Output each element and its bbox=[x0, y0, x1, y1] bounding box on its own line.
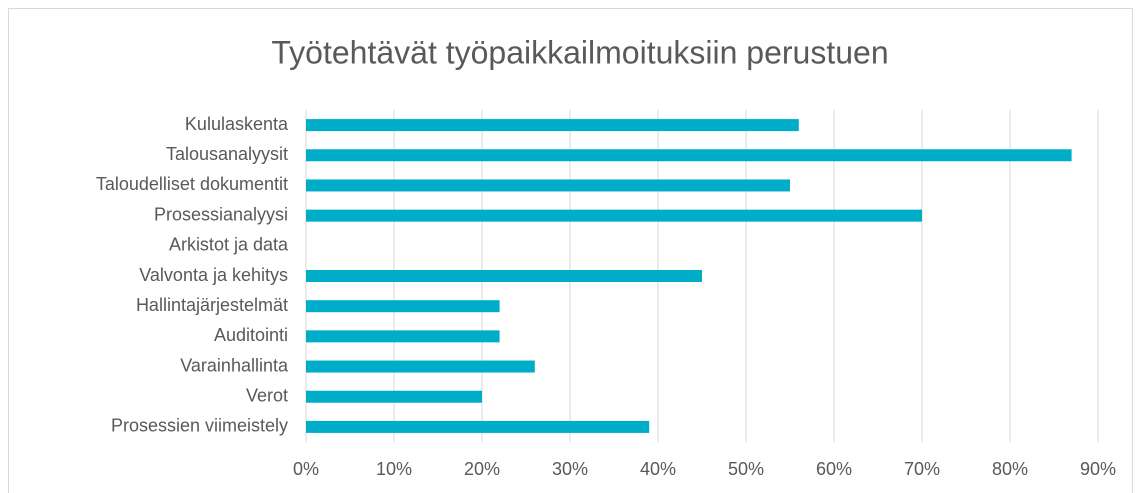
y-tick-label: Verot bbox=[246, 385, 288, 405]
x-tick-label: 30% bbox=[552, 459, 588, 479]
y-tick-label: Kululaskenta bbox=[185, 114, 289, 134]
x-tick-label: 50% bbox=[728, 459, 764, 479]
y-tick-label: Auditointi bbox=[214, 325, 288, 345]
y-tick-label: Varainhallinta bbox=[180, 355, 289, 375]
y-tick-label: Arkistot ja data bbox=[169, 235, 289, 255]
bar bbox=[306, 149, 1072, 162]
bar bbox=[306, 270, 702, 282]
bar bbox=[306, 390, 482, 403]
y-tick-label: Talousanalyysit bbox=[166, 144, 288, 164]
bar bbox=[306, 179, 790, 192]
y-tick-label: Valvonta ja kehitys bbox=[139, 265, 288, 285]
y-tick-label: Prosessien viimeistely bbox=[111, 416, 288, 436]
x-tick-label: 80% bbox=[992, 459, 1028, 479]
bar bbox=[306, 360, 535, 373]
bar bbox=[306, 119, 799, 132]
x-tick-label: 90% bbox=[1080, 459, 1116, 479]
y-tick-label: Hallintajärjestelmät bbox=[136, 295, 288, 315]
y-tick-label: Taloudelliset dokumentit bbox=[96, 174, 288, 194]
x-tick-label: 40% bbox=[640, 459, 676, 479]
bar bbox=[306, 420, 650, 433]
chart-title: Työtehtävät työpaikkailmoituksiin perust… bbox=[271, 34, 888, 70]
x-tick-label: 70% bbox=[904, 459, 940, 479]
x-tick-label: 0% bbox=[293, 459, 319, 479]
bar bbox=[306, 330, 500, 343]
x-tick-label: 10% bbox=[376, 459, 412, 479]
y-tick-label: Prosessianalyysi bbox=[154, 204, 288, 224]
bar bbox=[306, 300, 500, 313]
x-tick-label: 60% bbox=[816, 459, 852, 479]
x-tick-label: 20% bbox=[464, 459, 500, 479]
bar bbox=[306, 209, 922, 222]
